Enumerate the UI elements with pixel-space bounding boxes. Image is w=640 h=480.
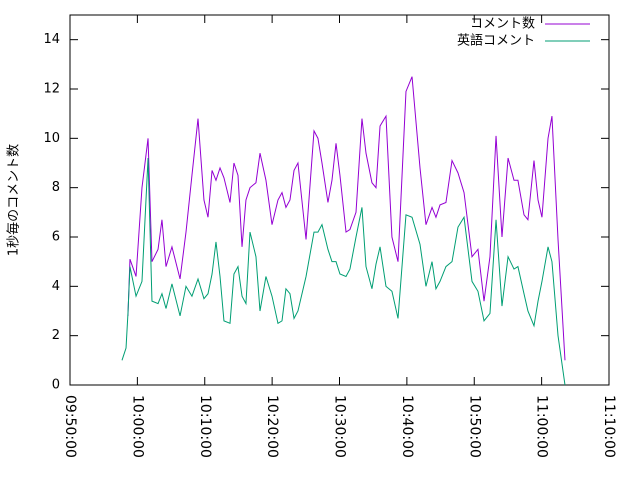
y-tick-label: 8 bbox=[52, 180, 60, 195]
x-tick-label: 11:00:00 bbox=[534, 395, 550, 458]
y-tick-label: 10 bbox=[43, 131, 60, 146]
x-tick-label: 10:50:00 bbox=[466, 395, 482, 458]
y-tick-label: 4 bbox=[52, 279, 60, 294]
y-axis-label: 1秒毎のコメント数 bbox=[6, 144, 22, 256]
x-tick-label: 10:10:00 bbox=[197, 395, 213, 458]
x-tick-label: 11:10:00 bbox=[601, 395, 617, 458]
y-tick-label: 6 bbox=[52, 230, 60, 245]
y-tick-label: 12 bbox=[43, 82, 60, 97]
legend-label: コメント数 bbox=[470, 17, 535, 32]
y-tick-label: 0 bbox=[52, 378, 60, 393]
series-line bbox=[121, 158, 566, 386]
x-tick-label: 10:30:00 bbox=[332, 395, 348, 458]
x-tick-label: 10:00:00 bbox=[129, 395, 145, 458]
x-tick-label: 10:20:00 bbox=[264, 395, 280, 458]
x-tick-label: 09:50:00 bbox=[62, 395, 78, 458]
series-line bbox=[127, 76, 566, 361]
legend-label: 英語コメント bbox=[457, 33, 535, 49]
y-tick-label: 14 bbox=[43, 32, 60, 47]
y-tick-label: 2 bbox=[52, 328, 60, 343]
plot-border bbox=[69, 14, 610, 386]
x-tick-label: 10:40:00 bbox=[399, 395, 415, 458]
